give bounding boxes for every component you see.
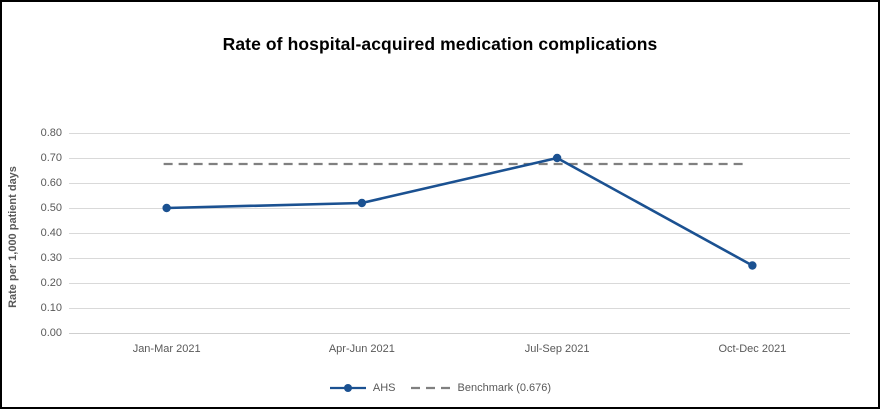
gridline-0.70 [69, 157, 850, 159]
y-tick-label-0.80: 0.80 [40, 126, 62, 139]
y-tick-label-0.60: 0.60 [40, 176, 62, 189]
gridline-0.00 [69, 332, 850, 334]
legend-label-benchmark: Benchmark (0.676) [457, 382, 552, 394]
legend: AHS Benchmark (0.676) [2, 382, 878, 394]
benchmark-dashed-line-icon [410, 386, 451, 390]
y-tick-label-0.50: 0.50 [40, 201, 62, 214]
x-tick-label-3: Oct-Dec 2021 [718, 343, 787, 355]
gridline-0.30 [69, 257, 850, 259]
y-tick-label-0.70: 0.70 [40, 151, 62, 164]
x-tick-label-2: Jul-Sep 2021 [524, 343, 590, 355]
x-tick-label-0: Jan-Mar 2021 [132, 343, 201, 355]
ahs-line-marker-icon [329, 384, 366, 392]
y-tick-label-0.30: 0.30 [40, 251, 62, 264]
ahs-data-point-0 [162, 203, 171, 213]
x-tick-label-1: Apr-Jun 2021 [328, 343, 395, 355]
gridline-0.60 [69, 182, 850, 184]
chart-title: Rate of hospital-acquired medication com… [222, 34, 658, 54]
ahs-data-point-3 [748, 261, 757, 270]
legend-label-ahs: AHS [372, 382, 396, 394]
ahs-data-point-2 [552, 153, 562, 163]
gridline-0.50 [69, 207, 850, 209]
y-tick-label-0.00: 0.00 [40, 326, 62, 339]
ahs-data-point-1 [357, 198, 367, 208]
y-tick-label-0.40: 0.40 [40, 226, 62, 239]
gridline-0.10 [69, 307, 850, 309]
gridline-0.20 [69, 282, 850, 284]
legend-item-ahs: AHS [329, 382, 396, 394]
y-tick-label-0.10: 0.10 [40, 301, 62, 314]
ahs-series-line [166, 156, 754, 267]
gridline-0.40 [69, 232, 850, 234]
gridline-0.80 [69, 132, 850, 134]
y-tick-label-0.20: 0.20 [40, 276, 62, 289]
legend-item-benchmark: Benchmark (0.676) [410, 382, 552, 394]
